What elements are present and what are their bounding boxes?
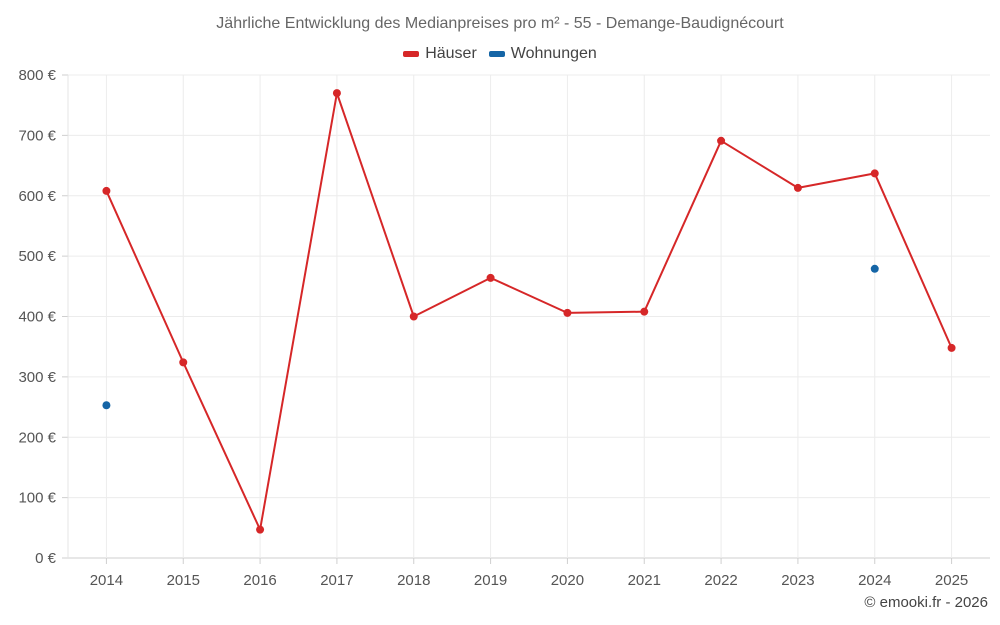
y-tick-label: 700 €: [18, 127, 56, 144]
data-point-haeuser: [870, 169, 879, 178]
x-tick-label: 2022: [704, 572, 737, 589]
x-tick-label: 2024: [858, 572, 891, 589]
x-tick-label: 2021: [628, 572, 661, 589]
y-tick-label: 400 €: [18, 309, 56, 326]
data-point-haeuser: [179, 358, 188, 367]
data-point-haeuser: [409, 312, 418, 321]
y-tick-label: 800 €: [18, 67, 56, 84]
series-line-haeuser: [105, 92, 953, 531]
data-point-wohnungen: [870, 264, 879, 273]
x-tick-label: 2016: [243, 572, 276, 589]
legend-item-wohnungen[interactable]: Wohnungen: [488, 45, 597, 63]
data-point-haeuser: [332, 89, 341, 98]
legend-item-haeuser[interactable]: Häuser: [403, 45, 477, 63]
x-tick-label: 2018: [397, 572, 430, 589]
y-tick-label: 500 €: [18, 248, 56, 265]
x-tick-label: 2017: [320, 572, 353, 589]
data-point-haeuser: [102, 186, 111, 195]
data-point-haeuser: [793, 183, 802, 192]
y-tick-label: 300 €: [18, 369, 56, 386]
legend-swatch-wohnungen: [488, 51, 505, 57]
data-point-haeuser: [947, 343, 956, 352]
chart-title: Jährliche Entwicklung des Medianpreises …: [216, 15, 784, 32]
y-tick-label: 0 €: [35, 550, 57, 567]
credit-text: © emooki.fr - 2026: [864, 594, 988, 611]
legend-label-haeuser: Häuser: [425, 45, 477, 62]
y-tick-label: 100 €: [18, 490, 56, 507]
x-tick-label: 2014: [90, 572, 123, 589]
x-tick-label: 2023: [781, 572, 814, 589]
x-tick-label: 2020: [551, 572, 584, 589]
data-point-wohnungen: [102, 401, 111, 410]
x-tick-label: 2019: [474, 572, 507, 589]
legend-swatch-haeuser: [403, 51, 420, 57]
data-point-haeuser: [256, 525, 265, 534]
data-point-haeuser: [640, 307, 649, 316]
y-tick-label: 200 €: [18, 429, 56, 446]
data-point-haeuser: [486, 273, 495, 282]
data-point-haeuser: [563, 308, 572, 317]
legend-label-wohnungen: Wohnungen: [510, 45, 597, 62]
y-tick-label: 600 €: [18, 188, 56, 205]
legend: Häuser Wohnungen: [0, 45, 1000, 63]
x-tick-label: 2025: [935, 572, 968, 589]
data-point-haeuser: [717, 136, 726, 145]
x-tick-label: 2015: [167, 572, 200, 589]
